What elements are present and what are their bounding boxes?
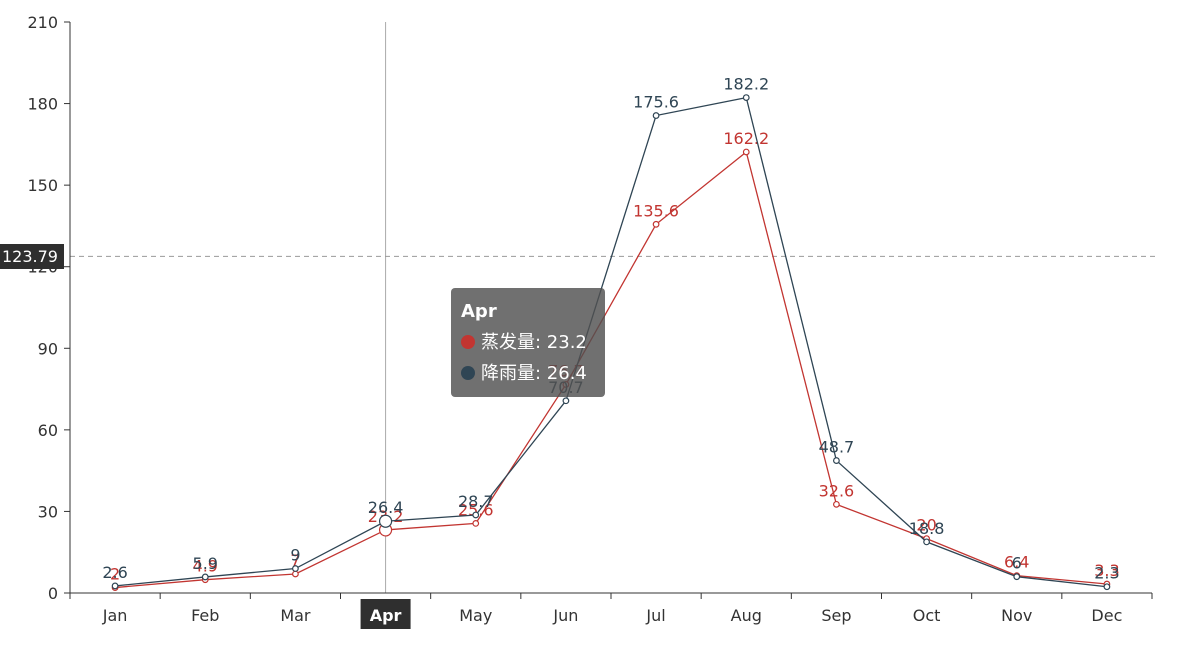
- data-point: [652, 112, 660, 119]
- series-line-1: [115, 96, 1107, 588]
- y-tick-label: 150: [27, 176, 58, 195]
- y-axis-pointer-label: 123.79: [0, 244, 64, 269]
- rainfall-dot-icon: [461, 366, 475, 380]
- data-point: [562, 397, 570, 405]
- x-tick-label: Mar: [280, 606, 311, 625]
- data-label: 9: [290, 546, 300, 565]
- x-tick-label: Jun: [552, 606, 578, 625]
- data-label: 5.9: [193, 554, 218, 573]
- evaporation-dot-icon: [461, 335, 475, 349]
- tooltip-row-label: 降雨量: 26.4: [481, 363, 587, 384]
- x-tick-label: Oct: [913, 606, 941, 625]
- data-point: [292, 570, 299, 578]
- data-label: 48.7: [819, 438, 855, 457]
- tooltip-row-evaporation: 蒸发量: 23.2: [461, 327, 595, 358]
- y-tick-label: 210: [27, 13, 58, 32]
- x-tick-label: Nov: [1001, 606, 1032, 625]
- tooltip-row-rainfall: 降雨量: 26.4: [461, 358, 595, 389]
- data-label: 18.8: [909, 519, 945, 538]
- data-label: 32.6: [819, 481, 855, 500]
- data-point: [201, 573, 209, 581]
- data-label: 6.4: [1004, 553, 1029, 572]
- data-point: [378, 514, 393, 528]
- x-tick-label: Apr: [370, 606, 402, 625]
- tooltip-title: Apr: [461, 301, 497, 322]
- data-label: 28.7: [458, 492, 494, 511]
- y-tick-label: 180: [27, 95, 58, 114]
- data-point: [833, 500, 840, 508]
- data-label: 7: [290, 551, 300, 570]
- chart-tooltip: Apr 蒸发量: 23.2 降雨量: 26.4: [451, 288, 605, 397]
- data-point: [292, 565, 299, 572]
- data-point: [923, 538, 930, 546]
- data-label: 2.6: [102, 563, 127, 582]
- data-label: 25.6: [458, 500, 494, 519]
- data-label: 4.9: [193, 557, 218, 576]
- x-tick-label: Dec: [1091, 606, 1122, 625]
- data-point: [742, 148, 750, 156]
- data-label: 182.2: [723, 75, 769, 94]
- data-point: [111, 582, 119, 590]
- x-tick-label: Feb: [191, 606, 219, 625]
- tooltip-row-label: 蒸发量: 23.2: [481, 332, 587, 353]
- data-label: 162.2: [723, 129, 769, 148]
- x-tick-label: May: [459, 606, 492, 625]
- data-label: 175.6: [633, 93, 679, 112]
- x-tick-label: Jan: [102, 606, 128, 625]
- data-point: [1013, 573, 1021, 581]
- data-point: [472, 511, 480, 519]
- y-tick-label: 60: [38, 421, 58, 440]
- data-label: 2.3: [1094, 564, 1119, 583]
- x-pointer-label-bg: [360, 599, 411, 629]
- data-label: 20: [916, 516, 936, 535]
- x-tick-label: Aug: [731, 606, 762, 625]
- x-tick-label: Jul: [645, 606, 665, 625]
- y-tick-label: 0: [48, 584, 58, 603]
- data-point: [652, 220, 660, 228]
- data-point: [833, 457, 840, 464]
- data-point: [742, 94, 750, 101]
- y-tick-label: 30: [38, 502, 58, 521]
- data-label: 3.3: [1094, 561, 1119, 580]
- data-point: [1103, 583, 1111, 591]
- x-tick-label: Sep: [821, 606, 851, 625]
- data-point: [472, 519, 480, 527]
- data-label: 2: [110, 565, 120, 584]
- y-tick-label: 90: [38, 339, 58, 358]
- data-label: 6: [1012, 554, 1022, 573]
- data-label: 135.6: [633, 201, 679, 220]
- series-line-0: [115, 150, 1107, 589]
- data-label: 26.4: [368, 498, 404, 517]
